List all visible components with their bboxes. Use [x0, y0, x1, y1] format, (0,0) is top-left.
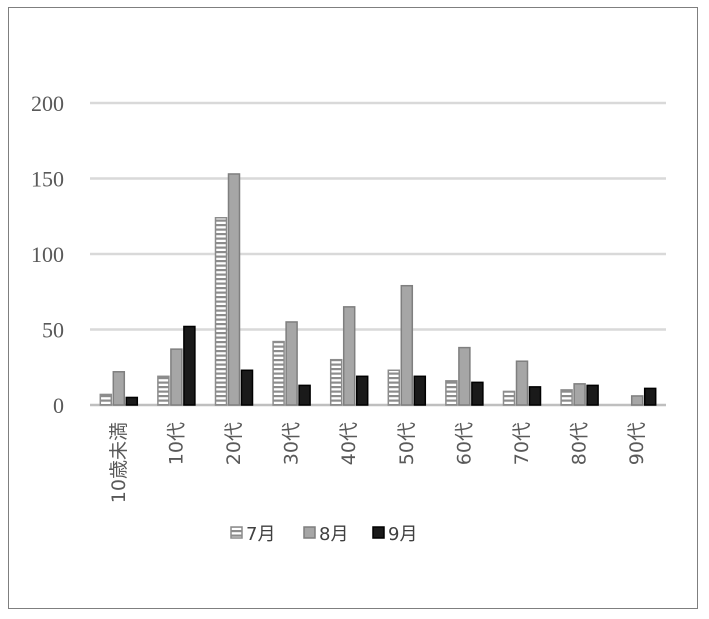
y-tick-label: 200 [31, 91, 64, 116]
x-tick-label: 20代 [223, 422, 245, 465]
legend-swatch [303, 526, 316, 539]
x-tick-label: 30代 [281, 422, 303, 465]
legend: 7月 8月 9月 [230, 524, 417, 545]
bar-8月-10歳未満 [112, 371, 126, 406]
x-tick-label: 80代 [569, 422, 591, 465]
y-tick-label: 50 [42, 318, 64, 343]
x-tick-label: 40代 [338, 422, 360, 465]
bar-9月-60代 [471, 381, 484, 406]
legend-swatch [372, 526, 385, 539]
bar-8月-60代 [458, 346, 471, 406]
bar-9月-10代 [183, 325, 196, 406]
bar-7月-80代 [560, 389, 573, 406]
bar-7月-60代 [445, 380, 458, 406]
bar-9月-90代 [643, 387, 657, 406]
y-tick-label: 100 [31, 242, 64, 267]
y-tick-label: 0 [53, 393, 64, 418]
bar-8月-70代 [515, 360, 529, 406]
bar-8月-30代 [285, 321, 298, 406]
x-tick-label: 90代 [626, 422, 648, 465]
bar-7月-70代 [502, 390, 516, 406]
bars [99, 173, 657, 406]
chart-frame: 0 50 100 150 200 10歳未満 10代 20代 30代 40代 50代 60代 70代 8… [8, 7, 698, 609]
bar-chart: 0 50 100 150 200 10歳未満 10代 20代 30代 40代 50代 60代 70代 8… [31, 91, 666, 545]
x-tick-label: 10歳未満 [108, 422, 130, 503]
bar-7月-40代 [329, 358, 343, 406]
x-tick-label: 10代 [165, 422, 187, 465]
x-axis: 10歳未満 10代 20代 30代 40代 50代 60代 70代 80代 90代 [108, 422, 648, 503]
bar-9月-10歳未満 [125, 396, 139, 406]
bar-7月-50代 [387, 369, 401, 406]
bar-9月-50代 [413, 375, 427, 406]
bar-8月-40代 [342, 306, 356, 406]
x-tick-label: 60代 [453, 422, 475, 465]
bar-7月-30代 [272, 340, 285, 406]
bar-7月-10代 [157, 375, 170, 406]
bar-8月-90代 [630, 395, 644, 406]
bar-9月-20代 [240, 369, 254, 406]
bar-8月-20代 [227, 173, 241, 406]
bar-9月-40代 [355, 375, 369, 406]
legend-label: 7月 [246, 524, 275, 545]
bar-7月-20代 [214, 217, 228, 406]
y-tick-label: 150 [31, 167, 64, 192]
bar-7月-10歳未満 [99, 393, 113, 406]
bar-8月-10代 [170, 348, 183, 406]
bar-9月-80代 [586, 384, 599, 406]
bar-8月-50代 [400, 284, 414, 406]
y-axis: 0 50 100 150 200 [31, 91, 64, 418]
legend-swatch [230, 526, 243, 539]
x-tick-label: 50代 [396, 422, 418, 465]
bar-9月-30代 [298, 384, 311, 406]
bar-9月-70代 [528, 386, 542, 406]
x-tick-label: 70代 [511, 422, 533, 465]
legend-label: 8月 [319, 524, 348, 545]
bar-8月-80代 [573, 383, 586, 406]
legend-label: 9月 [388, 524, 417, 545]
